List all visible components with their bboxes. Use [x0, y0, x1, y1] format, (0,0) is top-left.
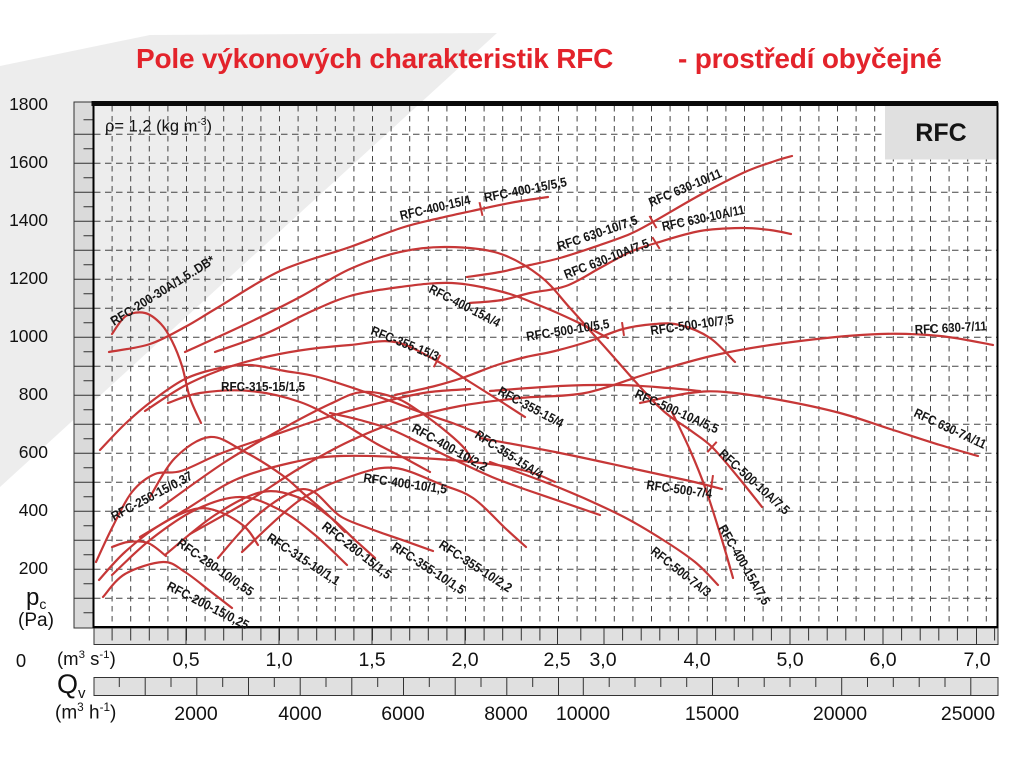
- svg-text:RFC: RFC: [915, 119, 966, 147]
- svg-text:RFC-315-15/1,5: RFC-315-15/1,5: [221, 379, 305, 394]
- svg-text:RFC 630-7/11: RFC 630-7/11: [914, 318, 987, 337]
